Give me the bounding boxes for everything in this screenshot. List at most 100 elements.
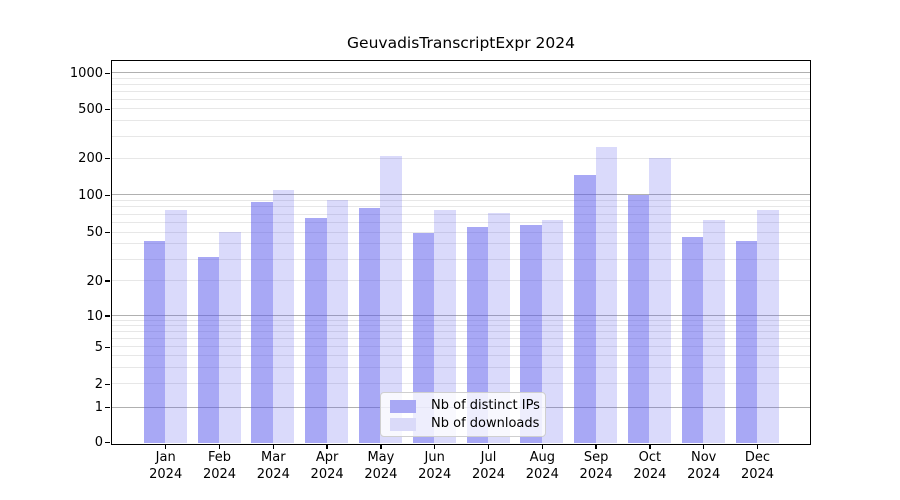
bar-distinct-ips-oct <box>627 194 650 444</box>
x-tick-mark <box>218 444 221 449</box>
legend-label-distinct-ips: Nb of distinct IPs <box>431 398 540 413</box>
legend-swatch-downloads <box>390 417 416 431</box>
gridline-major <box>111 194 810 196</box>
y-tick-label: 200 <box>78 151 103 167</box>
x-tick-mark <box>434 444 436 449</box>
y-tick-mark <box>105 280 110 282</box>
y-tick-label: 500 <box>78 101 103 117</box>
bar-downloads-dec <box>757 209 779 444</box>
gridline-minor <box>111 108 810 110</box>
gridline-major <box>111 314 810 317</box>
bar-distinct-ips-jun <box>412 233 435 444</box>
gridline-minor <box>111 231 810 233</box>
x-tick-label-dec: Dec 2024 <box>740 450 775 482</box>
bar-distinct-ips-jul <box>466 227 488 444</box>
legend-item-distinct-ips: Nb of distinct IPs <box>390 397 545 415</box>
x-tick-mark <box>595 444 597 449</box>
x-tick-mark <box>487 444 490 449</box>
gridline-minor <box>111 77 810 79</box>
gridline-minor <box>111 319 810 321</box>
gridline-minor <box>111 366 810 368</box>
y-tick-mark <box>105 232 110 234</box>
x-tick-mark <box>541 444 543 449</box>
gridline-minor <box>111 280 810 281</box>
y-tick-label: 1000 <box>69 65 103 81</box>
gridline-minor <box>111 135 810 137</box>
y-tick-label: 1 <box>94 400 103 416</box>
legend-swatch-distinct-ips <box>390 399 416 413</box>
x-tick-mark <box>326 444 328 449</box>
x-tick-label-jul: Jul 2024 <box>471 450 506 482</box>
bar-distinct-ips-may <box>358 208 381 444</box>
legend-item-downloads: Nb of downloads <box>390 415 545 433</box>
gridline-minor <box>111 338 810 340</box>
gridline-minor <box>111 98 810 100</box>
x-tick-mark <box>756 444 759 449</box>
y-tick-mark <box>105 407 110 409</box>
bar-downloads-mar <box>272 189 295 444</box>
gridline-minor <box>111 199 810 201</box>
legend-label-downloads: Nb of downloads <box>431 416 540 431</box>
chart-title: GeuvadisTranscriptExpr 2024 <box>347 34 575 52</box>
gridline-minor <box>111 83 810 85</box>
y-tick-mark <box>105 383 110 385</box>
y-tick-mark <box>105 158 110 160</box>
y-tick-label: 5 <box>94 339 103 355</box>
bar-distinct-ips-nov <box>681 236 704 444</box>
y-tick-label: 0 <box>94 435 103 451</box>
x-tick-label-sep: Sep 2024 <box>579 450 613 482</box>
x-tick-mark <box>380 444 382 449</box>
gridline-minor <box>111 157 810 159</box>
x-tick-label-jan: Jan 2024 <box>149 450 183 482</box>
bar-distinct-ips-feb <box>197 257 219 444</box>
gridline-minor <box>111 120 810 122</box>
y-tick-label: 100 <box>78 187 103 203</box>
gridline-minor <box>111 90 810 92</box>
plot-area <box>110 59 811 445</box>
x-tick-mark <box>649 444 651 449</box>
y-tick-mark <box>105 315 110 317</box>
bar-downloads-aug <box>541 219 564 444</box>
y-tick-mark <box>105 346 110 348</box>
x-tick-label-oct: Oct 2024 <box>633 450 667 482</box>
x-tick-label-mar: Mar 2024 <box>256 450 290 482</box>
gridline-minor <box>111 346 810 348</box>
bar-downloads-feb <box>219 232 241 444</box>
bar-downloads-jun <box>434 210 456 444</box>
gridline-minor <box>111 221 810 223</box>
bar-downloads-nov <box>703 219 725 444</box>
gridline-minor <box>111 331 810 333</box>
bar-downloads-jul <box>488 213 510 444</box>
bar-distinct-ips-mar <box>251 201 273 444</box>
bar-downloads-oct <box>649 158 671 444</box>
bar-downloads-may <box>380 155 402 444</box>
bar-distinct-ips-dec <box>735 241 757 444</box>
gridline-minor <box>111 213 810 215</box>
bar-downloads-apr <box>326 200 349 444</box>
x-tick-mark <box>165 444 167 449</box>
x-tick-label-aug: Aug 2024 <box>525 450 559 482</box>
y-tick-mark <box>105 72 110 74</box>
x-tick-label-may: May 2024 <box>364 450 398 482</box>
gridline-minor <box>111 243 810 245</box>
x-tick-label-nov: Nov 2024 <box>687 450 721 482</box>
x-tick-label-apr: Apr 2024 <box>310 450 344 482</box>
bar-distinct-ips-aug <box>520 225 542 444</box>
x-tick-label-jun: Jun 2024 <box>418 450 452 482</box>
legend: Nb of distinct IPs Nb of downloads <box>380 392 546 437</box>
bar-distinct-ips-apr <box>305 218 327 444</box>
gridline-minor <box>111 355 810 357</box>
gridline-major <box>111 72 810 74</box>
gridline-minor <box>111 258 810 260</box>
x-tick-label-feb: Feb 2024 <box>202 450 237 482</box>
gridline-minor <box>111 325 810 327</box>
y-tick-label: 2 <box>94 376 103 392</box>
bar-distinct-ips-sep <box>574 175 596 444</box>
bar-downloads-jan <box>165 210 187 444</box>
y-tick-mark <box>105 194 110 196</box>
y-tick-label: 50 <box>86 225 103 241</box>
bar-downloads-sep <box>595 147 618 444</box>
gridline-minor <box>111 206 810 208</box>
y-tick-mark <box>105 442 110 444</box>
